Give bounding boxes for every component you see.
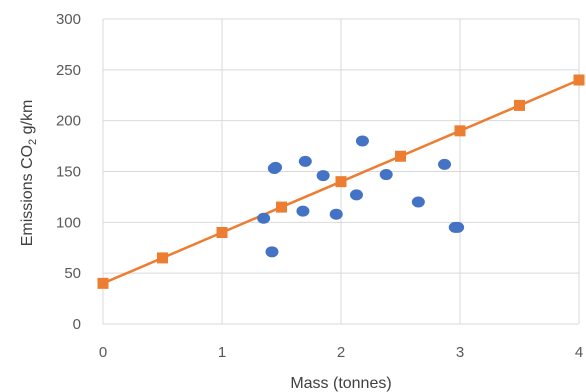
scatter-point (298, 155, 312, 167)
y-tick-label: 250 (56, 62, 81, 79)
y-tick-label: 150 (56, 164, 81, 181)
x-axis-tick-labels: 0 1 2 3 4 (99, 344, 583, 361)
scatter-point (269, 161, 283, 173)
y-axis-tick-labels: 0 50 100 150 200 250 300 (56, 11, 81, 333)
y-tick-label: 50 (64, 265, 81, 282)
trend-marker (573, 74, 585, 86)
x-axis-title: Mass (tonnes) (290, 375, 391, 392)
trend-marker (335, 176, 347, 188)
scatter-point (316, 170, 330, 182)
trend-line-series (97, 74, 585, 289)
scatter-point (438, 158, 452, 170)
x-tick-label: 1 (218, 344, 226, 361)
trend-marker (97, 277, 109, 289)
scatter-point (329, 208, 343, 220)
gridlines (102, 18, 580, 325)
y-tick-label: 0 (73, 316, 81, 333)
y-tick-label: 100 (56, 214, 81, 231)
y-axis-title: Emissions CO2 g/km (19, 100, 39, 247)
y-axis-title-prefix: Emissions CO (19, 145, 36, 246)
scatter-point (355, 135, 369, 147)
trend-marker (454, 125, 466, 137)
scatter-point (451, 221, 465, 233)
x-tick-label: 2 (337, 344, 345, 361)
trend-marker (395, 150, 406, 162)
trend-marker (216, 227, 228, 238)
data-points (257, 135, 465, 258)
scatter-point (265, 246, 279, 258)
trend-marker (276, 201, 287, 213)
x-tick-label: 4 (575, 344, 583, 361)
y-axis-title-suffix: g/km (19, 100, 36, 139)
trend-marker (157, 252, 168, 264)
scatter-point (296, 205, 310, 217)
y-tick-label: 200 (56, 113, 81, 130)
scatter-point (411, 196, 425, 208)
y-tick-label: 300 (56, 11, 81, 28)
scatter-point (349, 189, 363, 201)
trend-marker (514, 99, 525, 111)
x-tick-label: 3 (456, 344, 464, 361)
scatter-point (379, 169, 393, 181)
x-tick-label: 0 (99, 344, 107, 361)
scatter-point (257, 212, 271, 224)
y-axis-title-subscript: 2 (27, 139, 39, 145)
